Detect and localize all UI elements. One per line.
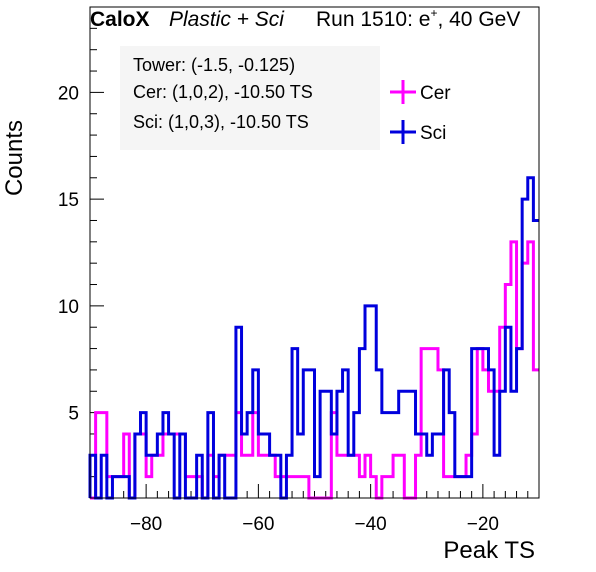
legend-marker-cer	[390, 80, 416, 104]
header-run-tail: , 40 GeV	[437, 8, 520, 31]
x-tick-label: −60	[242, 514, 274, 535]
legend-label-cer: Cer	[420, 83, 451, 104]
x-axis-label: Peak TS	[443, 537, 535, 564]
x-tick-label: −80	[130, 514, 162, 535]
info-tower: Tower: (-1.5, -0.125)	[133, 55, 295, 75]
legend-label-sci: Sci	[420, 123, 446, 144]
legend: Cer Sci	[390, 80, 451, 144]
y-tick-label: 10	[58, 297, 79, 318]
series-layer	[88, 176, 539, 500]
legend-marker-sci	[390, 120, 416, 144]
info-box	[120, 46, 380, 150]
info-cer: Cer: (1,0,2), -10.50 TS	[133, 82, 313, 102]
x-tick-label: −40	[355, 514, 387, 535]
info-sci: Sci: (1,0,3), -10.50 TS	[133, 112, 309, 132]
header-subtitle: Plastic + Sci	[169, 8, 285, 31]
header-run: Run 1510: e+, 40 GeV	[316, 6, 520, 31]
y-tick-label: 15	[58, 190, 79, 211]
header-brand: CaloX	[90, 8, 150, 31]
plot-frame	[89, 6, 540, 499]
y-tick-label: 5	[68, 404, 79, 425]
series-sci-line	[88, 176, 539, 500]
y-axis-label: Counts	[1, 120, 28, 196]
header-run-text: Run 1510: e	[316, 8, 430, 31]
y-tick-label: 20	[58, 83, 79, 104]
x-tick-label: −20	[467, 514, 499, 535]
header-run-sup: +	[430, 6, 437, 20]
